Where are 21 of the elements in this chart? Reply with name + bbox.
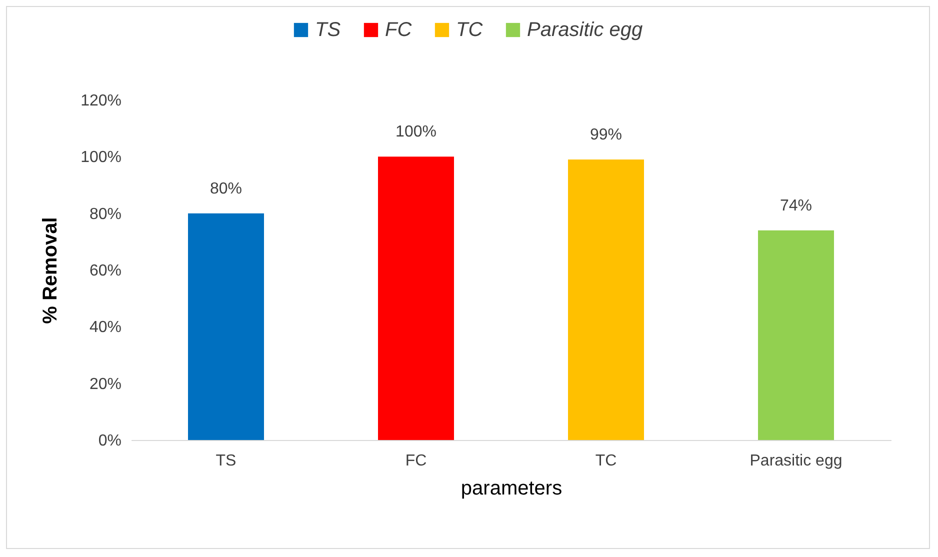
- y-tick-label: 0%: [98, 432, 122, 450]
- legend-label: Parasitic egg: [527, 19, 643, 41]
- legend-label: TS: [315, 19, 342, 41]
- y-tick-label: 100%: [80, 149, 122, 166]
- data-label: 74%: [780, 197, 812, 214]
- y-tick-label: 60%: [89, 262, 122, 280]
- x-tick-label: Parasitic egg: [750, 452, 842, 470]
- y-tick-label: 20%: [89, 376, 122, 393]
- data-label: 99%: [590, 126, 622, 144]
- data-label: 80%: [210, 180, 242, 198]
- data-label: 100%: [396, 124, 436, 141]
- x-axis-title: parameters: [460, 478, 562, 500]
- y-tick-label: 80%: [89, 206, 122, 223]
- legend-label: TC: [456, 19, 484, 41]
- y-tick-label: 120%: [80, 92, 122, 110]
- y-tick-label: 40%: [89, 319, 122, 336]
- x-tick-label: FC: [405, 452, 427, 470]
- x-tick-label: TC: [595, 452, 617, 470]
- x-tick-label: TS: [216, 452, 236, 470]
- y-axis-title: % Removal: [40, 217, 62, 324]
- legend-label: FC: [385, 19, 412, 41]
